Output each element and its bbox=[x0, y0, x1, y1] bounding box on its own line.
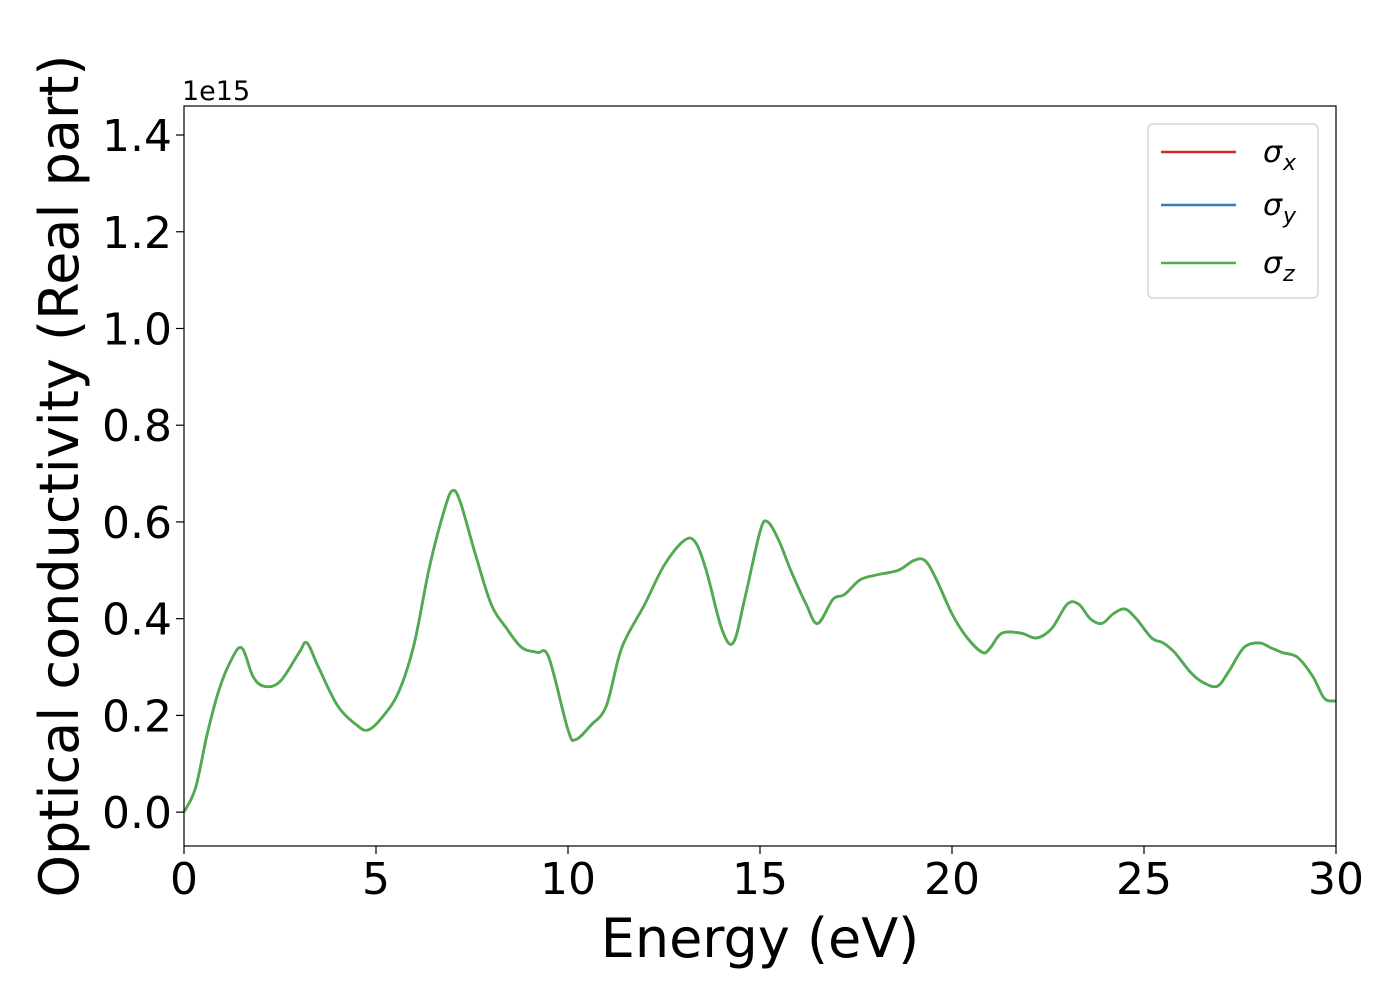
x-axis-label: Energy (eV) bbox=[601, 907, 920, 970]
plot-frame bbox=[183, 105, 1337, 847]
series-line-z bbox=[182, 489, 1337, 813]
x-tick-label: 10 bbox=[540, 854, 596, 905]
y-tick-label: 0.6 bbox=[102, 498, 172, 549]
x-tick-label: 15 bbox=[732, 854, 788, 905]
y-tick-label: 1.4 bbox=[102, 111, 172, 162]
x-tick-label: 30 bbox=[1308, 854, 1364, 905]
y-tick-label: 1.2 bbox=[102, 208, 172, 259]
x-tick-label: 20 bbox=[924, 854, 980, 905]
y-tick-label: 0.8 bbox=[102, 401, 172, 452]
y-tick-label: 0.0 bbox=[102, 788, 172, 839]
x-tick-label: 5 bbox=[362, 854, 390, 905]
x-tick-label: 0 bbox=[170, 854, 198, 905]
legend-frame bbox=[1147, 123, 1319, 299]
y-tick-label: 1.0 bbox=[102, 304, 172, 355]
x-tick-label: 25 bbox=[1116, 854, 1172, 905]
y-axis-exponent: 1e15 bbox=[182, 76, 250, 107]
ticks-layer: 0 5 10 15 20 25 30 0.0 0.2 0.4 0.6 0.8 1.0 1.2 1.4 bbox=[102, 111, 1364, 905]
y-axis-label: Optical conductivity (Real part) bbox=[28, 55, 91, 898]
y-tick-label: 0.4 bbox=[102, 595, 172, 646]
y-tick-label: 0.2 bbox=[102, 691, 172, 742]
series-layer bbox=[182, 489, 1337, 813]
